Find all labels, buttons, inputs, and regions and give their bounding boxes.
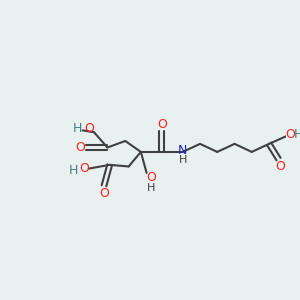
- Text: O: O: [157, 118, 167, 131]
- Text: H: H: [147, 183, 155, 193]
- Text: N: N: [178, 143, 188, 157]
- Text: H: H: [294, 128, 300, 141]
- Text: H: H: [69, 164, 78, 177]
- Text: O: O: [99, 187, 109, 200]
- Text: O: O: [84, 122, 94, 135]
- Text: H: H: [178, 154, 187, 164]
- Text: O: O: [146, 171, 156, 184]
- Text: O: O: [79, 162, 89, 175]
- Text: O: O: [275, 160, 285, 173]
- Text: O: O: [75, 141, 85, 154]
- Text: O: O: [285, 128, 295, 141]
- Text: H: H: [73, 122, 83, 135]
